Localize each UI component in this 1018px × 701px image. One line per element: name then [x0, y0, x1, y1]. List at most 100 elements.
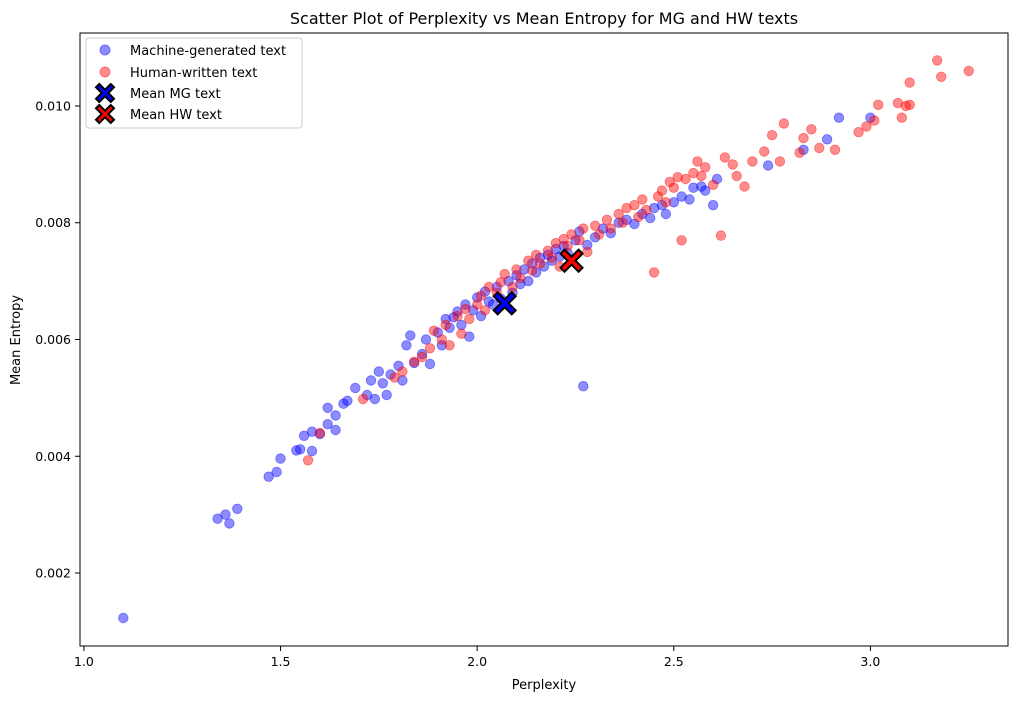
data-point [377, 378, 389, 389]
legend-label-mean-hw: Mean HW text [130, 108, 222, 123]
data-point [295, 444, 306, 455]
data-point [495, 277, 506, 288]
data-point [475, 290, 487, 301]
data-point [731, 170, 742, 182]
data-point [719, 152, 731, 163]
data-point [700, 162, 711, 173]
data-point [511, 264, 522, 275]
data-point [503, 275, 514, 287]
data-point [483, 296, 495, 307]
data-point [601, 214, 613, 226]
data-point [617, 217, 628, 228]
data-point [291, 445, 302, 456]
data-point [507, 281, 518, 293]
data-point [637, 208, 648, 220]
data-point [656, 199, 668, 211]
data-point [464, 313, 475, 325]
data-point [629, 199, 640, 211]
data-point [574, 226, 585, 237]
data-point [656, 185, 668, 196]
data-point [393, 360, 404, 372]
data-point [648, 267, 660, 278]
data-point [727, 159, 738, 170]
data-point [424, 358, 436, 370]
data-point [900, 100, 912, 112]
data-point [546, 252, 558, 263]
data-point [224, 518, 235, 529]
data-point [479, 286, 491, 297]
x-tick-label: 1.5 [271, 654, 291, 669]
legend: Machine-generated text Human-written tex… [85, 37, 303, 129]
data-point [589, 232, 601, 243]
data-point [570, 235, 581, 246]
data-point [472, 292, 483, 303]
data-point [397, 375, 408, 386]
data-point [660, 208, 672, 220]
data-point [534, 252, 546, 263]
data-point [456, 328, 467, 339]
data-point [550, 243, 562, 255]
data-point [613, 217, 624, 228]
data-point [574, 235, 585, 246]
data-point [416, 348, 428, 360]
data-point [275, 453, 286, 464]
data-point [460, 303, 471, 315]
data-point [357, 393, 369, 405]
y-tick-label: 0.006 [35, 332, 71, 347]
data-point [621, 202, 632, 214]
legend-marker-human-written [99, 66, 111, 78]
data-point [582, 239, 593, 251]
data-point [774, 156, 786, 167]
data-point [762, 160, 774, 171]
data-point [527, 258, 538, 269]
data-point [530, 249, 542, 261]
data-point [613, 208, 624, 220]
plot-points [118, 55, 974, 624]
data-point [212, 513, 223, 524]
data-point [676, 191, 687, 202]
data-point [464, 331, 475, 342]
data-point [798, 132, 809, 144]
data-point [821, 134, 833, 145]
data-point [696, 170, 707, 182]
data-point [715, 230, 727, 241]
data-point [936, 71, 947, 83]
data-point [456, 319, 467, 331]
data-point [381, 389, 392, 401]
data-point [479, 305, 491, 316]
data-point [538, 261, 550, 272]
data-point [440, 313, 451, 325]
mean-marker [559, 248, 584, 274]
data-point [869, 115, 880, 126]
data-point [904, 77, 915, 88]
data-point [963, 65, 974, 77]
data-point [263, 471, 274, 482]
data-point [373, 366, 385, 377]
data-point [424, 343, 436, 354]
data-point [896, 112, 908, 123]
data-point [652, 191, 664, 202]
data-point [692, 156, 703, 167]
y-axis-label: Mean Entropy [9, 295, 24, 385]
data-point [397, 366, 408, 377]
data-point [409, 356, 420, 367]
data-point [597, 223, 609, 234]
data-point [487, 299, 499, 310]
data-point [833, 112, 845, 123]
data-point [578, 381, 589, 392]
data-point [385, 369, 396, 380]
data-point [589, 220, 601, 231]
data-point [668, 197, 680, 208]
data-point [707, 199, 719, 211]
data-point [566, 229, 577, 240]
data-point [314, 428, 326, 440]
data-point [542, 249, 554, 261]
data-point [361, 389, 373, 401]
data-point [472, 299, 483, 310]
legend-marker-mean-hw [94, 103, 116, 125]
data-point [932, 55, 943, 66]
data-point [405, 330, 416, 341]
data-point [688, 182, 699, 193]
data-point [416, 351, 428, 363]
data-point [861, 121, 872, 132]
